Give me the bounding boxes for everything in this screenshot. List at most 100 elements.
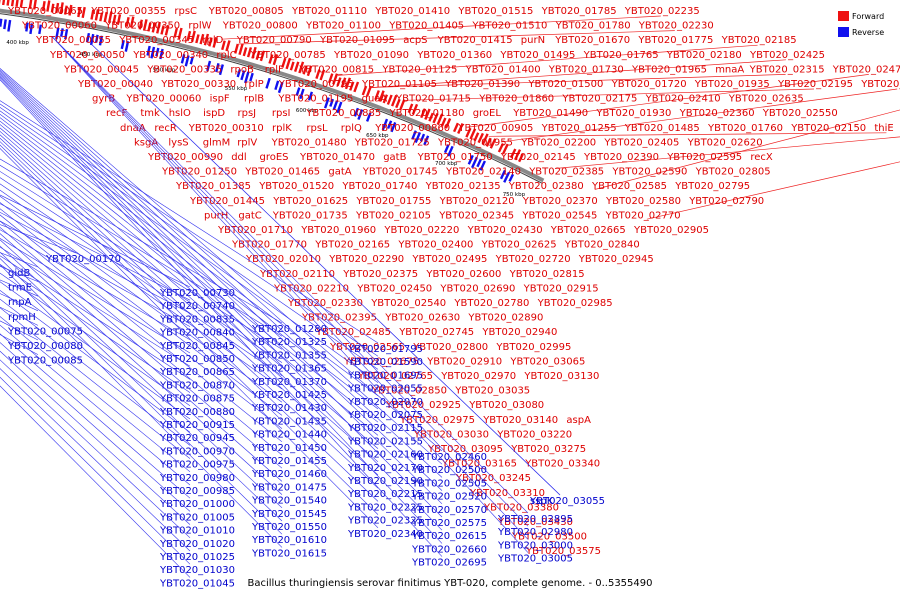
forward-gene-label: YBT020_02315 [749,64,825,75]
forward-gene-label: YBT020_02410 [645,94,721,105]
forward-gene [457,123,464,134]
forward-gene [340,77,347,88]
reverse-gene-label: YBT020_01540 [251,496,327,507]
forward-gene [255,50,261,61]
reverse-leader-line [0,229,191,341]
forward-gene-label: YBT020_00805 [208,6,284,17]
forward-gene-label: YBT020_00800 [222,21,298,32]
forward-gene-label: YBT020_01480 [271,137,347,148]
forward-gene-label: YBT020_01670 [554,35,630,46]
forward-gene [365,85,372,97]
reverse-leader-line [0,350,191,525]
forward-gene-label: YBT020_01930 [595,108,671,119]
reverse-gene [476,158,482,168]
forward-gene-label: YBT020_01750 [417,152,493,163]
forward-gene-label: YBT020_02915 [523,283,599,294]
forward-gene-label: YBT020_03380 [483,502,559,513]
forward-gene-label: YBT020_01410 [374,6,450,17]
reverse-gene-label: YBT020_02980 [497,527,573,538]
forward-gene-label: YBT020_02145 [500,152,576,163]
reverse-gene-label: YBT020_02340 [347,529,423,540]
reverse-gene-label: trmE [8,283,32,294]
forward-gene-label: YBT020_01465 [244,167,320,178]
forward-gene [242,47,248,57]
forward-gene [63,5,68,15]
forward-gene [485,137,492,147]
forward-gene [116,14,122,25]
reverse-leader-line [0,75,443,518]
reverse-leader-line [0,220,191,327]
forward-gene-label: YBT020_02235 [624,6,700,17]
forward-gene-label: YBT020_02805 [695,167,771,178]
forward-gene [481,133,489,146]
reverse-gene-label: YBT020_01365 [251,364,327,375]
forward-gene-label: rpoB [230,64,254,75]
forward-gene [212,36,218,48]
reverse-gene [240,70,246,81]
forward-gene-label: YBT020_02420 [860,79,900,90]
reverse-leader-line [0,137,379,489]
forward-gene-label: YBT020_02120 [439,196,515,207]
reverse-gene-label: YBT020_01045 [159,578,235,589]
forward-gene [497,142,505,153]
reverse-leader-line [0,107,379,370]
reverse-leader-line [0,72,443,491]
reverse-gene [411,130,417,140]
forward-gene-label: YBT020_00885 [305,108,381,119]
forward-gene-label: hslO [169,108,191,119]
forward-gene [374,90,380,101]
forward-gene-label: YBT020_02675 [343,356,419,367]
forward-gene-label: YBT020_02890 [467,313,543,324]
reverse-gene-label: YBT020_01545 [251,509,327,520]
reverse-leader-line [51,36,529,527]
forward-gene [221,40,226,51]
reverse-leader-line [0,220,283,456]
forward-gene-label: YBT020_01710 [217,225,293,236]
forward-gene-label: YBT020_01405 [388,21,464,32]
forward-gene-label: YBT020_00065 [7,6,83,17]
forward-gene-label: YBT020_02105 [355,210,431,221]
forward-gene-label: YBT020_03430 [497,517,573,528]
forward-gene-label: gyrB [92,94,115,105]
reverse-gene-label: YBT020_01435 [251,416,327,427]
forward-gene [349,81,355,91]
forward-gene [315,69,321,79]
scale-tick-label: 700 kbp [435,161,458,167]
reverse-leader-line [0,208,283,429]
scale-tick-label: 650 kbp [366,133,389,139]
reverse-gene-label: YBT020_02115 [347,423,423,434]
forward-gene-label: YBT020_01775 [637,35,713,46]
reverse-leader-line [0,73,443,505]
forward-gene-label: YBT020_01515 [457,6,533,17]
forward-gene [199,33,205,45]
legend-forward-label: Forward [852,11,885,21]
forward-gene-label: YBT020_00050 [49,50,125,61]
forward-gene-label: YBT020_00860 [374,123,450,134]
forward-swatch [838,11,849,21]
reverse-gene [150,46,156,59]
forward-gene-label: YBT020_00905 [457,123,533,134]
forward-gene [514,149,522,161]
forward-gene-label: gatC [238,210,261,221]
forward-gene-label: YBT020_02585 [591,181,667,192]
forward-gene-label: recX [750,152,773,163]
reverse-leader-line [0,203,191,301]
forward-gene [259,50,266,62]
reverse-leader-line [0,290,191,433]
reverse-leader-line [0,281,191,420]
forward-gene [469,128,477,140]
forward-gene [465,127,472,138]
forward-leader-line [221,15,661,40]
reverse-gene-label: YBT020_01475 [251,482,327,493]
forward-gene-label: YBT020_02345 [438,210,514,221]
reverse-gene-label: YBT020_00970 [159,446,235,457]
reverse-gene-label: YBT020_01030 [159,565,235,576]
forward-gene-label: YBT020_02230 [638,21,714,32]
forward-gene [327,73,334,84]
forward-gene-label: YBT020_01100 [305,21,381,32]
forward-leader-line [488,132,887,137]
reverse-leader-line [0,245,283,509]
forward-gene [395,98,401,109]
reverse-gene-label: YBT020_01010 [159,526,235,537]
